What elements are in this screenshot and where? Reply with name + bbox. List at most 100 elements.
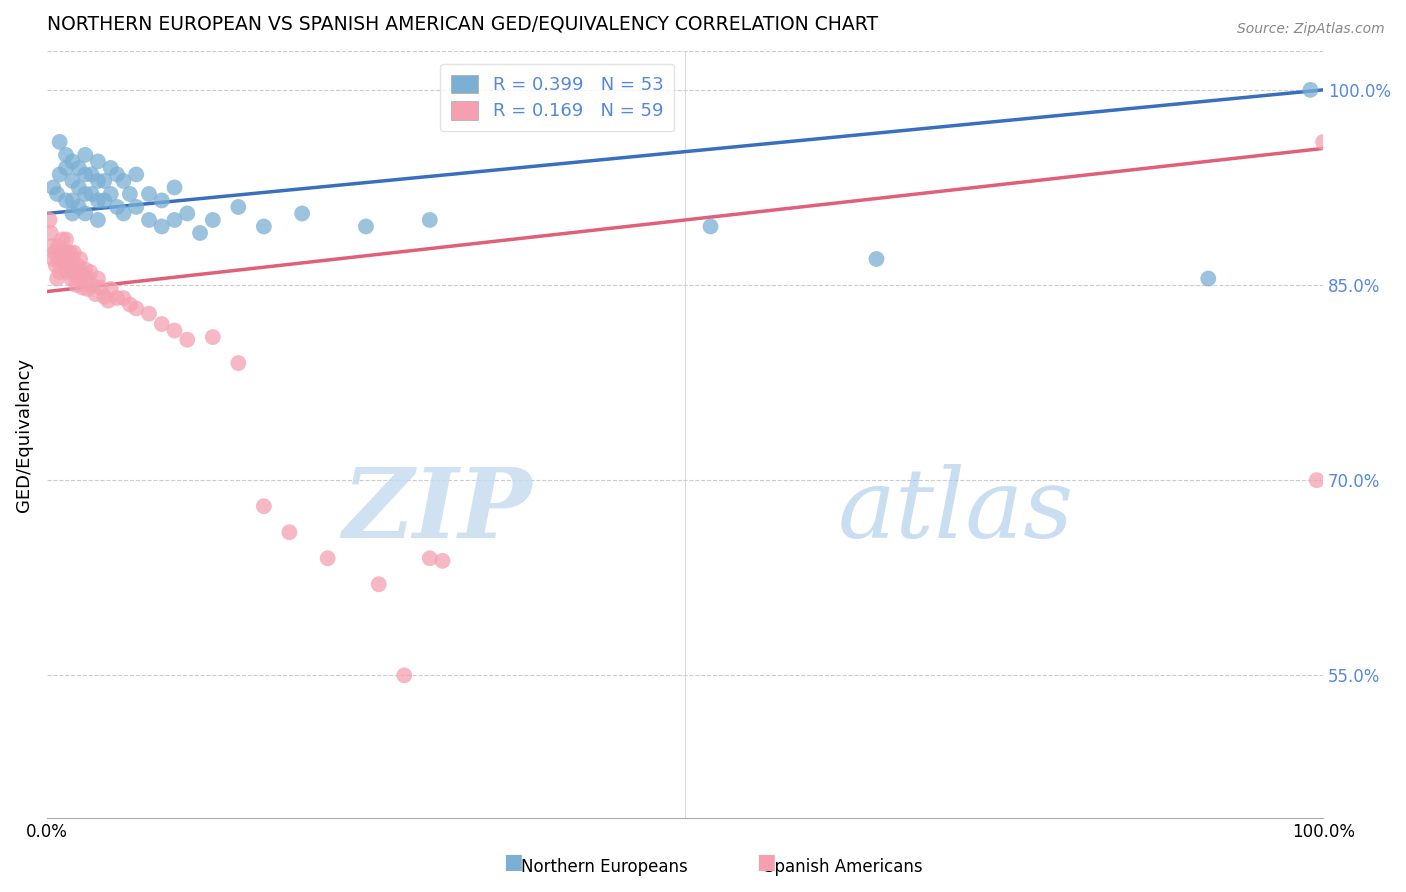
Point	[125, 200, 148, 214]
Point	[138, 186, 160, 201]
Point	[93, 194, 115, 208]
Point	[66, 259, 89, 273]
Point	[67, 180, 90, 194]
Point	[62, 252, 84, 266]
Point	[55, 232, 77, 246]
Point	[48, 168, 70, 182]
Point	[87, 174, 110, 188]
Point	[75, 168, 97, 182]
Point	[253, 499, 276, 513]
Point	[79, 265, 101, 279]
Point	[105, 291, 128, 305]
Point	[125, 168, 148, 182]
Point	[42, 252, 65, 266]
Point	[52, 245, 75, 260]
Point	[316, 551, 339, 566]
Point	[44, 245, 66, 260]
Point	[1299, 83, 1322, 97]
Point	[367, 577, 389, 591]
Point	[201, 213, 224, 227]
Point	[65, 278, 87, 293]
Point	[76, 282, 98, 296]
Point	[150, 194, 173, 208]
Point	[100, 282, 122, 296]
Point	[176, 206, 198, 220]
Point	[48, 252, 70, 266]
Point	[62, 154, 84, 169]
Point	[87, 271, 110, 285]
Text: ZIP: ZIP	[342, 465, 531, 558]
Point	[1197, 271, 1219, 285]
Point	[1306, 473, 1329, 487]
Point	[228, 356, 250, 370]
Point	[163, 324, 186, 338]
Point	[354, 219, 377, 234]
Point	[62, 245, 84, 260]
Point	[38, 213, 60, 227]
Point	[112, 174, 135, 188]
Point	[432, 554, 454, 568]
Point	[201, 330, 224, 344]
Point	[87, 213, 110, 227]
Point	[75, 148, 97, 162]
Point	[60, 271, 83, 285]
Point	[62, 194, 84, 208]
Point	[42, 180, 65, 194]
Point	[75, 206, 97, 220]
Text: Source: ZipAtlas.com: Source: ZipAtlas.com	[1237, 22, 1385, 37]
Point	[125, 301, 148, 316]
Point	[87, 154, 110, 169]
Point	[112, 206, 135, 220]
Point	[41, 239, 63, 253]
Text: Spanish Americans: Spanish Americans	[765, 858, 922, 876]
Point	[75, 271, 97, 285]
Point	[62, 265, 84, 279]
Point	[80, 186, 103, 201]
Point	[51, 232, 73, 246]
Point	[55, 194, 77, 208]
Point	[75, 262, 97, 277]
Point	[62, 174, 84, 188]
Point	[75, 186, 97, 201]
Point	[48, 265, 70, 279]
Point	[62, 206, 84, 220]
Point	[97, 293, 120, 308]
Point	[118, 297, 141, 311]
Point	[100, 161, 122, 175]
Point	[228, 200, 250, 214]
Point	[48, 135, 70, 149]
Point	[58, 252, 80, 266]
Point	[46, 271, 69, 285]
Point	[188, 226, 211, 240]
Point	[55, 245, 77, 260]
Point	[56, 265, 79, 279]
Point	[138, 307, 160, 321]
Point	[291, 206, 314, 220]
Point	[150, 219, 173, 234]
Point	[419, 551, 441, 566]
Point	[70, 268, 93, 282]
Point	[100, 186, 122, 201]
Point	[138, 213, 160, 227]
Point	[67, 161, 90, 175]
Point	[105, 168, 128, 182]
Point	[278, 525, 301, 540]
Point	[59, 245, 82, 260]
Point	[67, 271, 90, 285]
Point	[419, 213, 441, 227]
Point	[93, 290, 115, 304]
Point	[80, 168, 103, 182]
Point	[150, 317, 173, 331]
Text: ■: ■	[756, 853, 776, 872]
Point	[394, 668, 416, 682]
Point	[69, 252, 91, 266]
Point	[176, 333, 198, 347]
Point	[39, 226, 62, 240]
Point	[55, 161, 77, 175]
Point	[80, 278, 103, 293]
Point	[89, 280, 111, 294]
Point	[55, 148, 77, 162]
Point	[163, 213, 186, 227]
Legend: R = 0.399   N = 53, R = 0.169   N = 59: R = 0.399 N = 53, R = 0.169 N = 59	[440, 63, 675, 131]
Text: atlas: atlas	[838, 465, 1074, 558]
